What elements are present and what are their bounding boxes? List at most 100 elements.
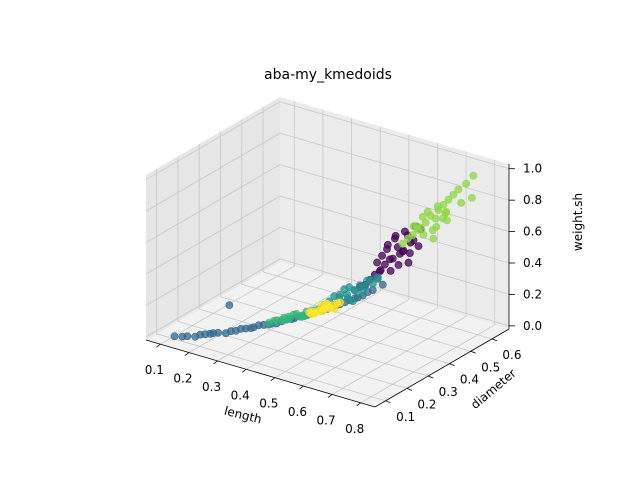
x-tick-mark [156, 343, 161, 348]
y-tick-label: 0.4 [460, 373, 479, 387]
scatter-point-cluster-4 [331, 305, 339, 314]
scatter-point-cluster-5 [433, 202, 442, 211]
scatter-point-cluster-0 [400, 227, 409, 236]
scatter-point-cluster-4 [315, 307, 324, 316]
z-tick-label: 0.2 [523, 287, 542, 301]
scatter-point-cluster-2 [356, 281, 364, 290]
scatter-point-cluster-2 [343, 294, 352, 303]
scatter-point-cluster-5 [454, 185, 463, 194]
y-tick-label: 0.6 [502, 348, 521, 362]
y-tick-mark [428, 375, 434, 379]
y-tick-mark [406, 388, 413, 391]
grid-line-z [145, 195, 281, 275]
y-tick-label: 0.2 [417, 397, 436, 411]
z-tick-label: 1.0 [523, 162, 542, 176]
axis-panes [146, 97, 509, 407]
grid-line-x [331, 316, 467, 395]
x-tick-mark [241, 368, 247, 373]
scatter-point-cluster-0 [394, 261, 403, 269]
y-tick-label: 0.1 [396, 410, 415, 424]
z-tick-label: 0.4 [523, 256, 542, 270]
x-tick-label: 0.8 [345, 422, 364, 436]
scatter-point-cluster-3 [298, 311, 307, 320]
scatter-point-cluster-2 [340, 285, 349, 294]
grid-line-z [279, 258, 510, 327]
grid-line-x [303, 307, 438, 387]
scatter-point-cluster-2 [373, 273, 382, 281]
scatter-point-cluster-3 [264, 319, 273, 327]
scatter-point-cluster-1 [178, 332, 187, 341]
scatter-point-cluster-5 [418, 212, 427, 221]
scatter-point-cluster-0 [383, 245, 391, 253]
y-tick-label: 0.5 [481, 360, 500, 374]
scatter-point-cluster-1 [191, 332, 200, 341]
scatter-point-cluster-5 [398, 239, 407, 248]
scatter-point-cluster-5 [469, 171, 478, 180]
scatter-point-cluster-5 [443, 216, 451, 225]
scatter-point-cluster-0 [373, 258, 381, 267]
x-tick-mark [213, 360, 218, 365]
x-tick-label: 0.6 [288, 405, 307, 419]
grid-line-x [245, 290, 381, 370]
x-tick-mark [299, 385, 304, 390]
chart-title: aba-my_kmedoids [264, 67, 392, 83]
grid-line-z [145, 164, 281, 243]
scatter-point-cluster-1 [221, 329, 230, 338]
scatter-point-cluster-5 [429, 234, 438, 243]
x-tick-label: 0.2 [173, 372, 192, 386]
scatter-point-cluster-1 [231, 326, 240, 335]
grid-line-z [279, 101, 510, 170]
y-tick-mark [470, 350, 476, 354]
grid-line-x [274, 299, 410, 379]
scatter-point-cluster-3 [289, 310, 298, 319]
scatter-point-cluster-5 [444, 195, 453, 204]
scatter-point-cluster-1 [254, 321, 263, 330]
x-tick-mark [184, 352, 190, 356]
scatter-point-cluster-3 [272, 316, 281, 325]
z-axis-label: weight.sh [571, 193, 585, 251]
x-tick-mark [270, 377, 276, 382]
scatter-point-cluster-5 [467, 193, 476, 202]
x-tick-mark [327, 394, 333, 398]
grid-line-z [279, 195, 510, 264]
grid-line-y [262, 271, 493, 340]
scatter-point-cluster-5 [462, 179, 471, 188]
y-tick-mark [491, 338, 498, 342]
grid-line-z [145, 227, 281, 306]
scatter-point-cluster-1 [378, 280, 387, 289]
scatter-point-cluster-2 [358, 288, 366, 296]
scatter-point-cluster-1 [201, 330, 210, 339]
scatter-point-cluster-2 [330, 292, 339, 301]
scatter-point-cluster-1 [209, 329, 217, 338]
scatter-point-cluster-4 [323, 300, 332, 309]
grid-line-z [145, 101, 281, 181]
y-tick-mark [385, 400, 391, 404]
scatter-point-cluster-4 [307, 310, 316, 319]
scatter-point-cluster-0 [404, 258, 413, 267]
scatter-point-cluster-5 [413, 222, 421, 231]
grid-lines [145, 101, 510, 404]
y-tick-label: 0.3 [439, 385, 458, 399]
scatter-point-cluster-5 [431, 214, 440, 223]
axis-lines [145, 164, 515, 408]
y-axis-line [374, 328, 510, 408]
scatter-point-cluster-0 [378, 251, 386, 260]
z-tick-label: 0.8 [523, 193, 542, 207]
scatter-point-cluster-5 [442, 208, 451, 216]
x-tick-label: 0.7 [317, 413, 336, 427]
scatter-point-cluster-0 [405, 249, 414, 257]
grid-line-z [279, 164, 510, 232]
scatter-point-cluster-5 [449, 190, 458, 199]
x-tick-label: 0.3 [202, 380, 221, 394]
x-tick-mark [356, 402, 361, 407]
scatter-point-cluster-5 [408, 231, 417, 239]
grid-line-y [199, 308, 429, 377]
grid-line-x [360, 324, 495, 404]
scatter-point-cluster-5 [419, 230, 428, 239]
scatter-point-cluster-5 [423, 207, 432, 216]
grid-line-z [145, 132, 281, 212]
grid-line-y [156, 333, 386, 402]
z-tick-label: 0.0 [523, 319, 542, 333]
x-tick-label: 0.4 [231, 388, 250, 402]
